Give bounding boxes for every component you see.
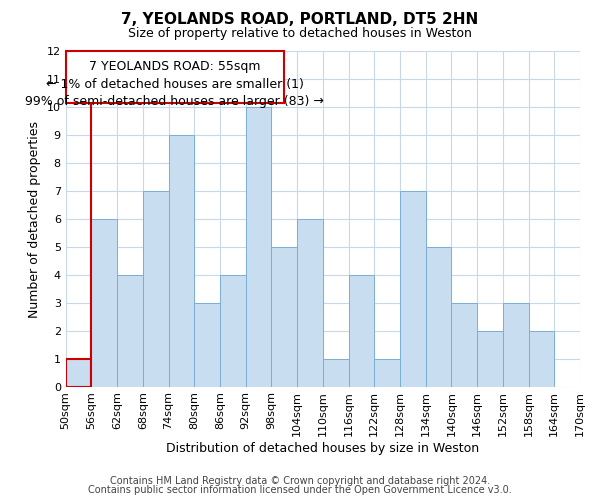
Bar bbox=[117, 275, 143, 386]
Bar bbox=[349, 275, 374, 386]
Bar bbox=[143, 191, 169, 386]
Bar bbox=[425, 247, 451, 386]
Bar bbox=[245, 108, 271, 386]
Bar bbox=[451, 303, 477, 386]
Bar bbox=[194, 303, 220, 386]
Bar bbox=[374, 358, 400, 386]
Bar bbox=[91, 219, 117, 386]
Bar bbox=[529, 330, 554, 386]
Bar bbox=[477, 330, 503, 386]
Text: Size of property relative to detached houses in Weston: Size of property relative to detached ho… bbox=[128, 28, 472, 40]
Bar bbox=[65, 358, 91, 386]
Text: Contains public sector information licensed under the Open Government Licence v3: Contains public sector information licen… bbox=[88, 485, 512, 495]
Bar bbox=[400, 191, 425, 386]
Y-axis label: Number of detached properties: Number of detached properties bbox=[28, 120, 41, 318]
Bar bbox=[297, 219, 323, 386]
Text: 7 YEOLANDS ROAD: 55sqm: 7 YEOLANDS ROAD: 55sqm bbox=[89, 60, 260, 73]
Bar bbox=[220, 275, 245, 386]
Text: 7, YEOLANDS ROAD, PORTLAND, DT5 2HN: 7, YEOLANDS ROAD, PORTLAND, DT5 2HN bbox=[121, 12, 479, 28]
X-axis label: Distribution of detached houses by size in Weston: Distribution of detached houses by size … bbox=[166, 442, 479, 455]
Bar bbox=[503, 303, 529, 386]
Text: 99% of semi-detached houses are larger (83) →: 99% of semi-detached houses are larger (… bbox=[25, 95, 325, 108]
FancyBboxPatch shape bbox=[65, 52, 284, 103]
Text: ← 1% of detached houses are smaller (1): ← 1% of detached houses are smaller (1) bbox=[46, 78, 304, 91]
Bar bbox=[323, 358, 349, 386]
Bar bbox=[271, 247, 297, 386]
Text: Contains HM Land Registry data © Crown copyright and database right 2024.: Contains HM Land Registry data © Crown c… bbox=[110, 476, 490, 486]
Bar bbox=[169, 136, 194, 386]
